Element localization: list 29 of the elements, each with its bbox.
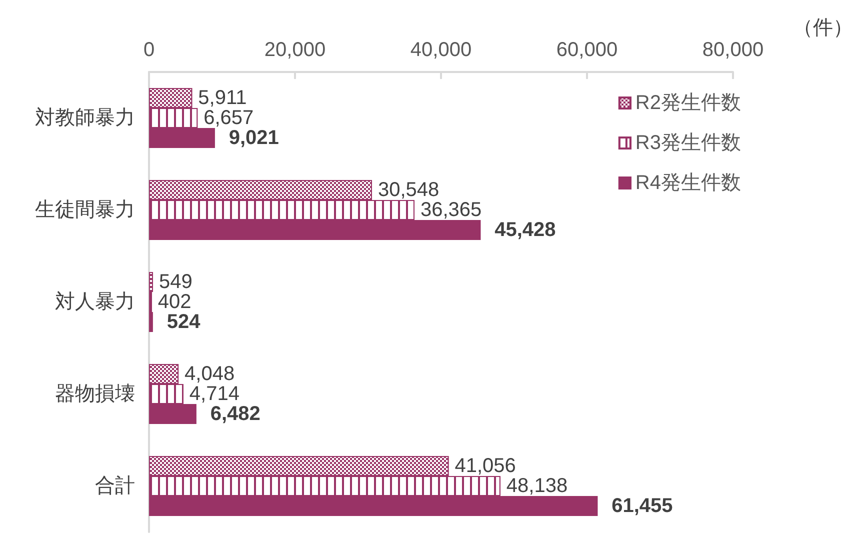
data-label: 61,455 xyxy=(612,495,673,517)
legend-label: R4発生件数 xyxy=(635,172,742,194)
data-label: 6,657 xyxy=(204,107,254,129)
x-axis-title: （件） xyxy=(793,17,853,39)
data-label: 30,548 xyxy=(378,179,440,201)
data-label: 5,911 xyxy=(198,87,247,109)
x-tick-label: 40,000 xyxy=(410,39,472,61)
y-tick-label: 器物損壊 xyxy=(55,383,135,405)
data-label: 524 xyxy=(166,311,202,333)
data-label: 402 xyxy=(158,291,192,313)
data-label: 9,021 xyxy=(228,127,279,149)
y-tick-label: 対人暴力 xyxy=(55,291,135,313)
data-label: 41,056 xyxy=(454,455,516,477)
data-label: 45,428 xyxy=(494,219,556,241)
x-tick-label: 0 xyxy=(143,39,155,61)
x-tick-label: 20,000 xyxy=(264,39,326,61)
data-label: 4,048 xyxy=(184,363,235,385)
y-tick-label: 対教師暴力 xyxy=(35,107,135,129)
y-tick-label: 生徒間暴力 xyxy=(35,199,135,221)
data-label: 36,365 xyxy=(420,199,482,221)
legend-label: R3発生件数 xyxy=(635,132,742,154)
x-tick-label: 60,000 xyxy=(556,39,618,61)
legend-label: R2発生件数 xyxy=(635,92,742,114)
data-label: 4,714 xyxy=(189,383,240,405)
y-tick-label: 合計 xyxy=(95,475,135,497)
x-tick-label: 80,000 xyxy=(702,39,764,61)
data-label: 6,482 xyxy=(210,403,260,425)
data-label: 549 xyxy=(159,271,192,293)
data-label: 48,138 xyxy=(506,475,568,497)
